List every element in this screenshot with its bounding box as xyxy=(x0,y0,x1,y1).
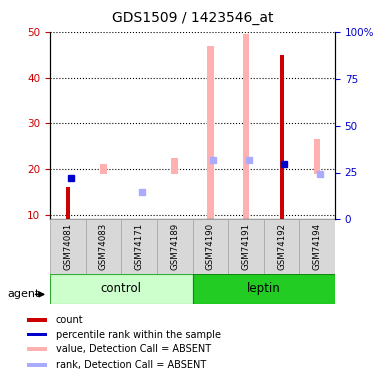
Bar xyxy=(157,219,192,274)
Bar xyxy=(192,219,228,274)
Bar xyxy=(27,318,47,321)
Text: GSM74192: GSM74192 xyxy=(277,223,286,270)
Bar xyxy=(66,188,70,219)
Bar xyxy=(50,274,192,304)
Text: percentile rank within the sample: percentile rank within the sample xyxy=(56,330,221,339)
Bar xyxy=(243,34,249,219)
Bar xyxy=(264,219,300,274)
Bar xyxy=(27,363,47,367)
Text: value, Detection Call = ABSENT: value, Detection Call = ABSENT xyxy=(56,344,211,354)
Text: GSM74191: GSM74191 xyxy=(241,223,250,270)
Text: leptin: leptin xyxy=(247,282,281,295)
Text: agent: agent xyxy=(8,290,40,299)
Bar xyxy=(121,219,157,274)
Bar xyxy=(228,219,264,274)
Text: rank, Detection Call = ABSENT: rank, Detection Call = ABSENT xyxy=(56,360,206,370)
Bar xyxy=(207,46,214,219)
Bar xyxy=(100,165,107,174)
Text: GDS1509 / 1423546_at: GDS1509 / 1423546_at xyxy=(112,11,273,25)
Bar xyxy=(171,158,178,174)
Text: GSM74171: GSM74171 xyxy=(135,223,144,270)
Text: GSM74081: GSM74081 xyxy=(64,223,72,270)
Bar xyxy=(300,219,335,274)
Bar xyxy=(85,219,121,274)
Bar xyxy=(50,219,85,274)
Bar xyxy=(280,55,283,219)
Text: control: control xyxy=(101,282,142,295)
Bar xyxy=(192,274,335,304)
Bar xyxy=(27,333,47,336)
Bar xyxy=(314,140,320,174)
Text: GSM74189: GSM74189 xyxy=(170,223,179,270)
Text: GSM74190: GSM74190 xyxy=(206,223,215,270)
Bar xyxy=(27,348,47,351)
Text: count: count xyxy=(56,315,84,325)
Text: GSM74194: GSM74194 xyxy=(313,223,321,270)
Text: GSM74083: GSM74083 xyxy=(99,223,108,270)
